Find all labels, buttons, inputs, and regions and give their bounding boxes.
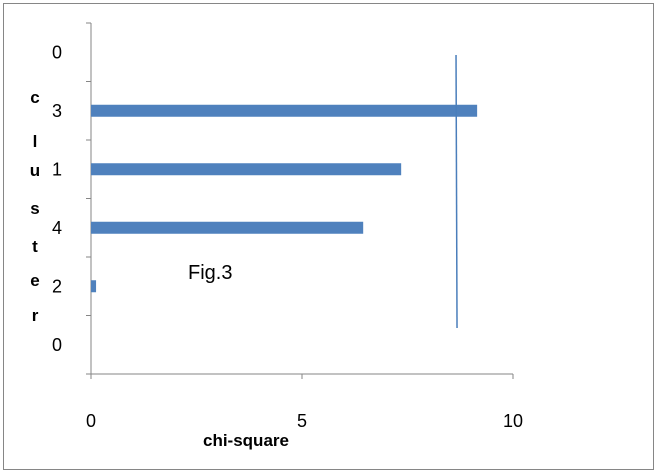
reference-line bbox=[456, 55, 457, 328]
chart-border bbox=[4, 4, 654, 470]
x-tick-label: 10 bbox=[503, 411, 523, 431]
y-axis-title-letter: t bbox=[32, 237, 38, 256]
y-axis-title-letter: u bbox=[30, 161, 40, 180]
y-tick-label: 3 bbox=[52, 101, 62, 121]
bar-cluster-4 bbox=[91, 222, 363, 234]
y-axis-title-letter: l bbox=[33, 132, 38, 151]
x-axis-title: chi-square bbox=[203, 431, 289, 450]
y-tick-label: 0 bbox=[52, 42, 62, 62]
x-tick-label: 5 bbox=[297, 411, 307, 431]
figure-annotation: Fig.3 bbox=[188, 262, 232, 284]
y-axis-title-letter: r bbox=[32, 306, 39, 325]
y-tick-label: 0 bbox=[52, 335, 62, 355]
x-tick-label: 0 bbox=[86, 411, 96, 431]
bar-cluster-3 bbox=[91, 105, 477, 117]
y-axis-title-letter: e bbox=[30, 271, 39, 290]
y-tick-label: 4 bbox=[52, 218, 62, 238]
y-tick-label: 2 bbox=[52, 276, 62, 296]
bar-cluster-1 bbox=[91, 163, 401, 175]
y-axis-title-letter: c bbox=[30, 88, 39, 107]
bar-cluster-2 bbox=[91, 280, 96, 292]
y-axis-title-letter: s bbox=[30, 199, 39, 218]
y-tick-label: 1 bbox=[52, 159, 62, 179]
